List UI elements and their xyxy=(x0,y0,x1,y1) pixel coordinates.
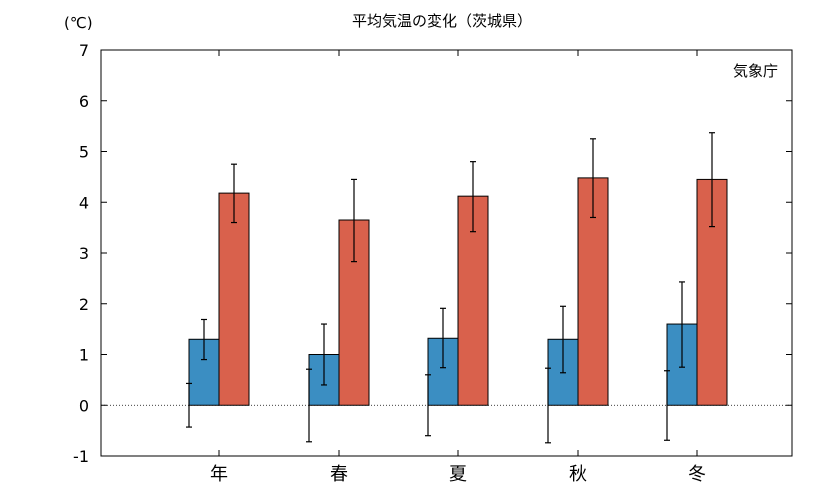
y-unit-label: (℃) xyxy=(64,14,93,32)
x-axis: 年春夏秋冬 xyxy=(210,50,706,485)
y-tick-label: 2 xyxy=(79,295,89,314)
y-tick-label: 0 xyxy=(79,396,89,415)
chart-title: 平均気温の変化（茨城県） xyxy=(352,12,532,30)
y-axis: 7 6 5 4 3 2 1 0 -1 xyxy=(73,41,792,466)
x-category-label: 冬 xyxy=(688,464,706,485)
y-tick-label: -1 xyxy=(73,447,89,466)
x-category-label: 夏 xyxy=(449,464,467,485)
y-tick-label: 6 xyxy=(79,92,89,111)
x-category-label: 秋 xyxy=(569,464,587,485)
y-tick-label: 4 xyxy=(79,193,89,212)
source-label: 気象庁 xyxy=(733,62,778,80)
bars xyxy=(188,177,728,406)
bar xyxy=(218,192,250,406)
x-category-label: 年 xyxy=(210,464,228,485)
y-tick-label: 1 xyxy=(79,346,89,365)
y-tick-label: 3 xyxy=(79,244,89,263)
y-tick-label: 5 xyxy=(79,143,89,162)
error-bars xyxy=(186,132,715,444)
y-tick-label: 7 xyxy=(79,41,89,60)
x-category-label: 春 xyxy=(330,464,348,485)
